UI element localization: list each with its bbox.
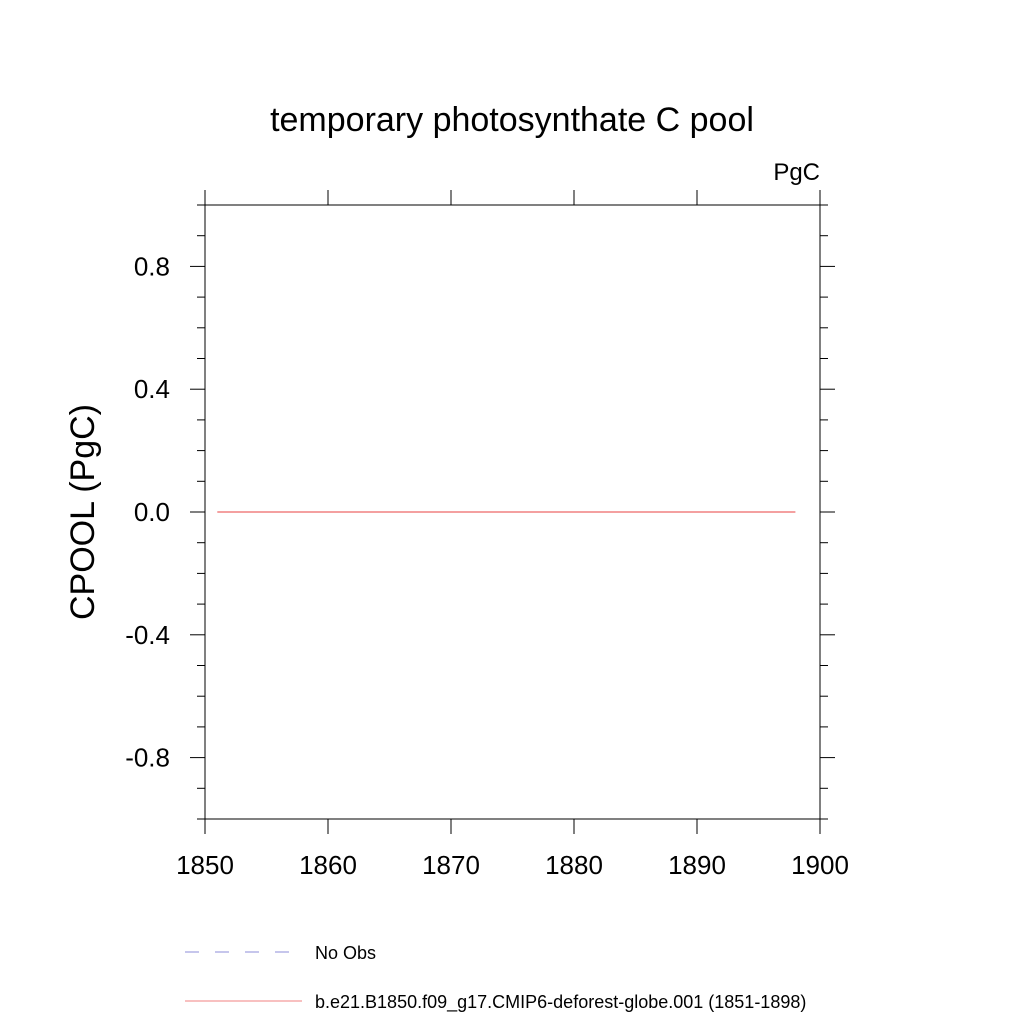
units-label: PgC: [773, 159, 820, 186]
y-tick-label: 0.8: [134, 251, 170, 281]
y-tick-label: -0.8: [125, 743, 170, 773]
x-tick-label: 1880: [545, 850, 603, 880]
x-tick-label: 1870: [422, 850, 480, 880]
y-axis-ticks: [190, 204, 835, 820]
legend-label: No Obs: [315, 943, 376, 963]
legend-label: b.e21.B1850.f09_g17.CMIP6-deforest-globe…: [315, 992, 806, 1013]
x-axis-tick-labels: 1850 1860 1870 1880 1890 1900: [176, 850, 849, 880]
x-axis-ticks: [204, 190, 821, 834]
y-tick-label: 0.0: [134, 497, 170, 527]
x-tick-label: 1850: [176, 850, 234, 880]
chart-title: temporary photosynthate C pool: [270, 101, 754, 139]
y-axis-label: CPOOL (PgC): [64, 404, 102, 620]
legend: No Obs b.e21.B1850.f09_g17.CMIP6-deforest…: [185, 943, 806, 1013]
x-tick-label: 1900: [791, 850, 849, 880]
x-tick-label: 1860: [299, 850, 357, 880]
y-axis-tick-labels: -0.8 -0.4 0.0 0.4 0.8: [125, 251, 170, 772]
x-tick-label: 1890: [668, 850, 726, 880]
y-tick-label: 0.4: [134, 374, 170, 404]
y-tick-label: -0.4: [125, 620, 170, 650]
